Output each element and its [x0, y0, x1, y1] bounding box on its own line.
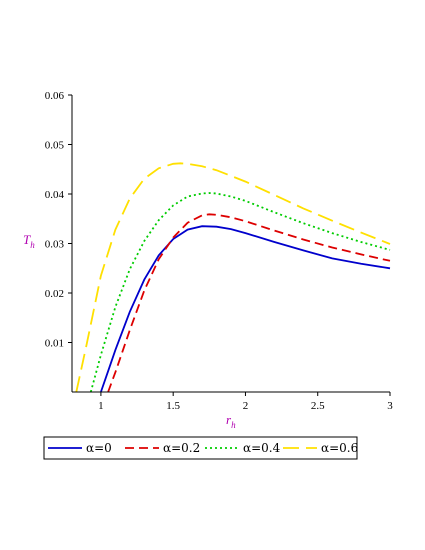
y-tick-label: 0.04 — [45, 189, 65, 201]
series-line-0 — [100, 225, 391, 393]
y-tick-label: 0.01 — [45, 338, 64, 350]
x-tick-label: 1 — [98, 400, 104, 412]
plot-lines — [75, 162, 391, 393]
x-axis-label: rh — [226, 412, 236, 430]
axes — [71, 95, 390, 393]
y-tick-label: 0.03 — [45, 239, 65, 251]
x-tick-label: 2.5 — [311, 400, 325, 412]
x-tick-label: 2 — [243, 400, 249, 412]
series-line-3 — [75, 162, 391, 393]
legend: α=0 α=0.2 α=0.4 α=0.6 — [43, 436, 358, 460]
legend-label-1: α=0.2 — [163, 441, 200, 455]
legend-box — [43, 436, 358, 460]
legend-label-2: α=0.4 — [243, 441, 281, 455]
y-tick-label: 0.02 — [45, 288, 64, 300]
y-tick-label: 0.05 — [45, 140, 65, 152]
ticks: 1 1.5 2 2.5 3 0.01 0.02 0.03 0.04 0.05 0.06 — [45, 90, 394, 412]
y-tick-label: 0.06 — [45, 90, 65, 102]
y-axis-label: Th — [23, 232, 35, 250]
x-tick-label: 3 — [387, 400, 393, 412]
series-line-1 — [107, 213, 391, 393]
x-tick-label: 1.5 — [166, 400, 180, 412]
series-line-2 — [89, 192, 391, 393]
legend-label-3: α=0.6 — [321, 441, 358, 455]
legend-label-0: α=0 — [86, 441, 112, 455]
